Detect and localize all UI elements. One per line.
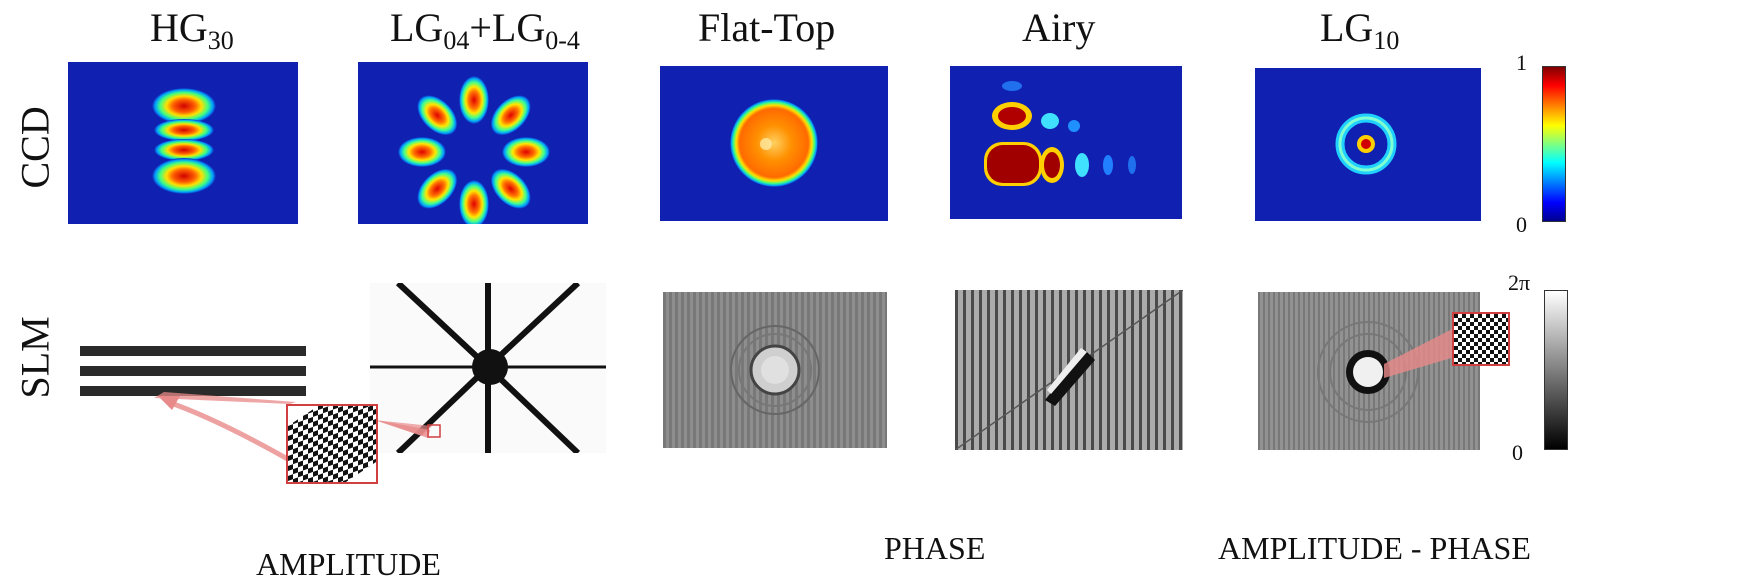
slm-phase-flat-top <box>663 292 887 448</box>
slm-mask-hg30 <box>80 340 308 400</box>
label-amplitude-phase: AMPLITUDE - PHASE <box>1218 530 1531 566</box>
colorbar-intensity-max: 1 <box>1516 50 1527 75</box>
label-amplitude: AMPLITUDE <box>256 546 441 582</box>
lg10-intensity-pattern <box>1335 113 1397 175</box>
slm-phase-lg10 <box>1258 292 1480 450</box>
colorbar-phase-max: 2π <box>1508 270 1531 295</box>
label-phase: PHASE <box>884 530 986 566</box>
airy-intensity-pattern <box>984 81 1136 186</box>
amplitude-phase-checkerboard-inset <box>1452 312 1510 366</box>
ccd-image-flat-top <box>660 66 888 221</box>
amplitude-callout <box>154 392 441 469</box>
ccd-image-lg10 <box>1255 68 1481 221</box>
row-label-ccd: CCD <box>12 106 58 189</box>
ccd-image-airy <box>950 66 1182 219</box>
ccd-image-hg30 <box>68 62 298 224</box>
ccd-image-lg04 <box>358 62 588 224</box>
row-label-slm: SLM <box>12 316 58 399</box>
column-title-hg30: HG30 <box>150 5 234 55</box>
colorbar-intensity <box>1542 66 1566 222</box>
colorbar-phase-min: 0 <box>1512 440 1523 465</box>
lg04-intensity-pattern <box>398 76 550 224</box>
column-title-airy: Airy <box>1022 5 1096 50</box>
column-title-lg04-lg0-4: LG04+LG0-4 <box>390 5 580 55</box>
column-title-flat-top: Flat-Top <box>698 5 836 50</box>
colorbar-intensity-min: 0 <box>1516 212 1527 237</box>
colorbar-phase <box>1544 290 1568 450</box>
slm-phase-airy <box>955 290 1183 450</box>
hg30-intensity-pattern <box>152 88 216 194</box>
flat-top-intensity-pattern <box>730 99 818 187</box>
amplitude-checkerboard-inset <box>286 404 378 484</box>
column-title-lg10: LG10 <box>1320 5 1400 55</box>
